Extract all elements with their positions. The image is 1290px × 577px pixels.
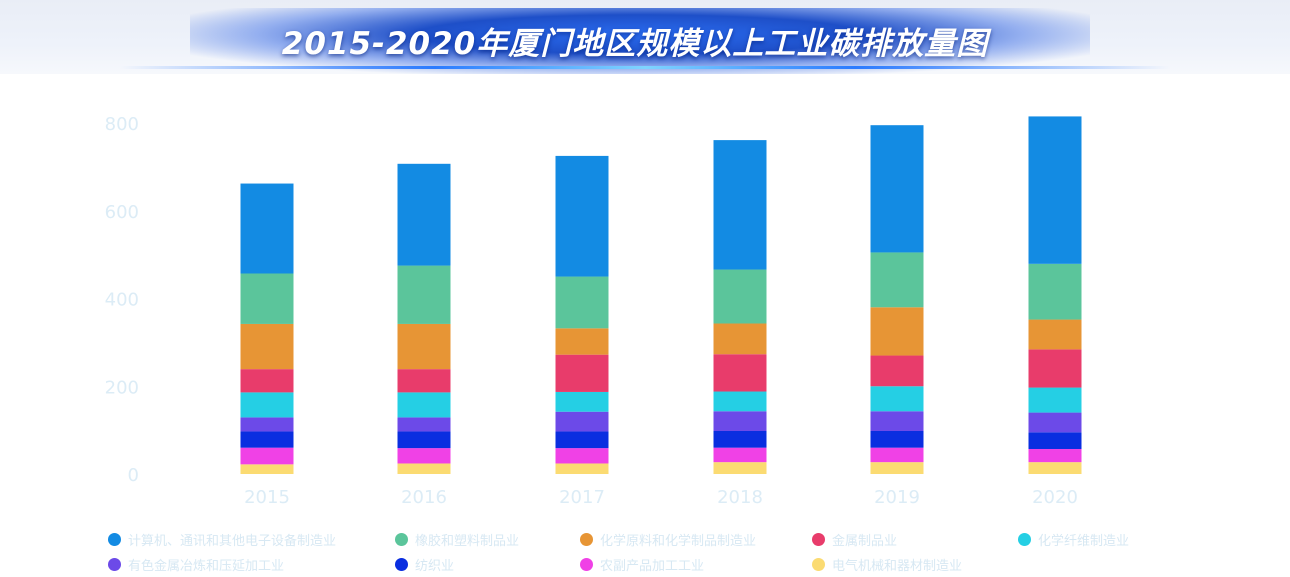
legend-dot-icon	[580, 533, 593, 546]
bar-segment[interactable]	[397, 369, 451, 393]
bar-segment[interactable]	[397, 448, 451, 464]
bar-segment[interactable]	[870, 125, 924, 253]
legend-dot-icon	[1018, 533, 1031, 546]
legend-item[interactable]: 化学原料和化学制品制造业	[580, 530, 756, 549]
bar-segment[interactable]	[1028, 412, 1082, 433]
bar-segment[interactable]	[1028, 387, 1082, 413]
title-glow	[190, 8, 1090, 74]
legend-label: 橡胶和塑料制品业	[415, 534, 520, 549]
bar-segment[interactable]	[870, 252, 924, 308]
bar-segment[interactable]	[713, 462, 767, 474]
bar-segment[interactable]	[240, 447, 294, 465]
y-tick-label: 800	[105, 114, 139, 135]
bar-segment[interactable]	[713, 447, 767, 463]
y-tick-label: 200	[105, 377, 139, 398]
legend-dot-icon	[812, 558, 825, 571]
bar-segment[interactable]	[870, 431, 924, 448]
bar-segment[interactable]	[555, 328, 609, 355]
legend-item[interactable]: 计算机、通讯和其他电子设备制造业	[108, 530, 336, 549]
legend-label: 化学纤维制造业	[1038, 534, 1130, 549]
title-banner: 2015-2020年厦门地区规模以上工业碳排放量图	[0, 0, 1290, 74]
legend-item[interactable]: 化学纤维制造业	[1018, 530, 1129, 549]
legend-item[interactable]: 橡胶和塑料制品业	[395, 530, 519, 549]
bar-segment[interactable]	[397, 463, 451, 474]
bar-segment[interactable]	[870, 386, 924, 412]
bar-segment[interactable]	[870, 447, 924, 463]
bar-segment[interactable]	[713, 269, 767, 324]
chart-legend: 计算机、通讯和其他电子设备制造业 橡胶和塑料制品业 化学原料和化学制品制造业 金属制品…	[0, 526, 1290, 577]
bar-segment[interactable]	[870, 411, 924, 432]
bar-segment[interactable]	[240, 392, 294, 418]
bar-segment[interactable]	[1028, 432, 1082, 449]
bar-segment[interactable]	[397, 392, 451, 418]
legend-dot-icon	[395, 533, 408, 546]
bar-segment[interactable]	[1028, 349, 1082, 388]
bar-segment[interactable]	[1028, 462, 1082, 474]
bar-segment[interactable]	[555, 276, 609, 329]
bar-segment[interactable]	[397, 417, 451, 432]
legend-item[interactable]: 纺织业	[395, 555, 454, 574]
bar-segment[interactable]	[713, 391, 767, 412]
x-tick-label: 2017	[559, 487, 605, 508]
bar-segment[interactable]	[397, 431, 451, 449]
legend-dot-icon	[580, 558, 593, 571]
stacked-bar-chart: 0 200 400 600 800 2015 2016 2017 2018 2019 2020	[105, 114, 1082, 508]
legend-item[interactable]: 电气机械和器材制造业	[812, 555, 962, 574]
title-underline	[120, 66, 1170, 69]
legend-item[interactable]: 农副产品加工工业	[580, 555, 704, 574]
bar-segment[interactable]	[713, 411, 767, 432]
bar-segment[interactable]	[1028, 319, 1082, 350]
legend-dot-icon	[395, 558, 408, 571]
legend-item[interactable]: 金属制品业	[812, 530, 897, 549]
x-tick-label: 2016	[401, 487, 447, 508]
bar-segment[interactable]	[713, 323, 767, 355]
bar-segment[interactable]	[555, 448, 609, 464]
x-tick-label: 2015	[244, 487, 290, 508]
y-tick-label: 400	[105, 290, 139, 311]
legend-label: 农副产品加工工业	[600, 559, 705, 574]
bar-segment[interactable]	[240, 417, 294, 432]
bar-segment[interactable]	[240, 183, 294, 274]
bar-segment[interactable]	[713, 140, 767, 270]
bar-segment[interactable]	[1028, 448, 1082, 463]
bar-segment[interactable]	[397, 265, 451, 324]
bar-segment[interactable]	[555, 431, 609, 449]
legend-label: 有色金属冶炼和压延加工业	[128, 559, 285, 574]
bar-segment[interactable]	[555, 463, 609, 474]
legend-item[interactable]: 有色金属冶炼和压延加工业	[108, 555, 284, 574]
legend-dot-icon	[108, 533, 121, 546]
legend-label: 纺织业	[415, 559, 455, 574]
legend-label: 电气机械和器材制造业	[832, 559, 963, 574]
legend-label: 金属制品业	[832, 534, 898, 549]
x-tick-label: 2019	[874, 487, 920, 508]
bar-segment[interactable]	[397, 163, 451, 266]
legend-dot-icon	[812, 533, 825, 546]
bar-segment[interactable]	[1028, 263, 1082, 320]
bar-segment[interactable]	[555, 155, 609, 277]
bar-segment[interactable]	[870, 462, 924, 474]
bar-segment[interactable]	[870, 355, 924, 387]
bar-segment[interactable]	[555, 354, 609, 392]
x-tick-label: 2020	[1032, 487, 1078, 508]
y-tick-label: 600	[105, 202, 139, 223]
x-tick-label: 2018	[717, 487, 763, 508]
bar-segment[interactable]	[870, 307, 924, 356]
y-tick-label: 0	[128, 465, 139, 486]
bar-segment[interactable]	[555, 391, 609, 412]
bar-segment[interactable]	[240, 369, 294, 393]
legend-label: 计算机、通讯和其他电子设备制造业	[128, 534, 337, 549]
bar-segment[interactable]	[1028, 116, 1082, 264]
bar-segment[interactable]	[555, 411, 609, 432]
bar-segment[interactable]	[240, 323, 294, 370]
bar-segment[interactable]	[713, 354, 767, 392]
bar-segment[interactable]	[240, 431, 294, 448]
bar-segment[interactable]	[240, 464, 294, 474]
chart-title: 2015-2020年厦门地区规模以上工业碳排放量图	[281, 26, 989, 62]
bar-segment[interactable]	[713, 431, 767, 448]
bar-segment[interactable]	[240, 273, 294, 324]
legend-dot-icon	[108, 558, 121, 571]
legend-label: 化学原料和化学制品制造业	[600, 534, 757, 549]
bar-segment[interactable]	[397, 323, 451, 370]
